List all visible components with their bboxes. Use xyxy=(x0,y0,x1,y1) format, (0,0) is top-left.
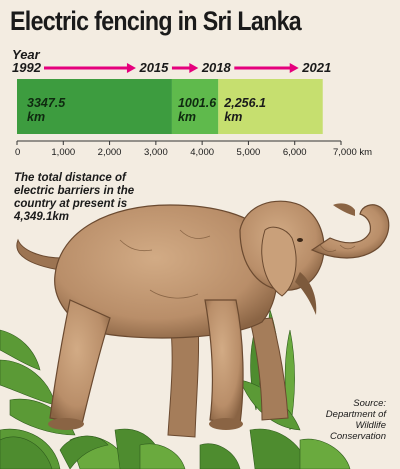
bar-segment-1992-2015 xyxy=(17,79,172,134)
bar-segment-2015-2018 xyxy=(171,79,219,134)
x-tick-label: 4,000 xyxy=(190,147,215,158)
bar-segment-2018-2021 xyxy=(218,79,323,134)
year-heading: Year xyxy=(12,47,40,62)
x-tick-label: 1,000 xyxy=(51,147,76,158)
bar-value: 2,256.1 xyxy=(224,96,267,110)
bar-value-label: 2,256.1 km xyxy=(224,96,266,124)
x-tick-label: 7,000 km xyxy=(333,147,373,158)
source-label: Source: xyxy=(353,398,386,409)
source-credit: Source: Department of Wildlife Conservat… xyxy=(326,398,386,442)
elephant-illustration xyxy=(0,200,390,469)
arrow-icon xyxy=(234,63,299,73)
x-tick-label: 5,000 xyxy=(236,147,261,158)
year-label-2018: 2018 xyxy=(201,60,231,75)
year-label-1992: 1992 xyxy=(12,60,41,75)
arrow-icon xyxy=(44,63,136,73)
x-tick-label: 2,000 xyxy=(97,147,122,158)
year-label-2015: 2015 xyxy=(139,60,169,75)
x-tick-label: 0 xyxy=(15,147,21,158)
source-line-2: Department of xyxy=(325,409,386,420)
total-distance-note: The total distance of electric barriers … xyxy=(14,172,135,223)
bar-value: 1001.6 xyxy=(177,96,217,110)
x-tick-label: 6,000 xyxy=(282,147,307,158)
bar-value-label: 1001.6 km xyxy=(178,96,216,124)
arrow-icon xyxy=(171,63,199,73)
source-line-4: Conservation xyxy=(330,431,386,442)
source-line-3: Wildlife xyxy=(355,420,386,431)
year-label-2021: 2021 xyxy=(302,60,332,75)
bar-value: 3347.5 xyxy=(27,96,66,110)
page-title: Electric fencing in Sri Lanka xyxy=(10,6,302,36)
bar-unit: km xyxy=(224,110,243,124)
bar-unit: km xyxy=(27,110,46,124)
bar-value-label: 3347.5 km xyxy=(27,96,65,124)
x-tick-label: 3,000 xyxy=(143,147,168,158)
bar-unit: km xyxy=(177,110,197,124)
